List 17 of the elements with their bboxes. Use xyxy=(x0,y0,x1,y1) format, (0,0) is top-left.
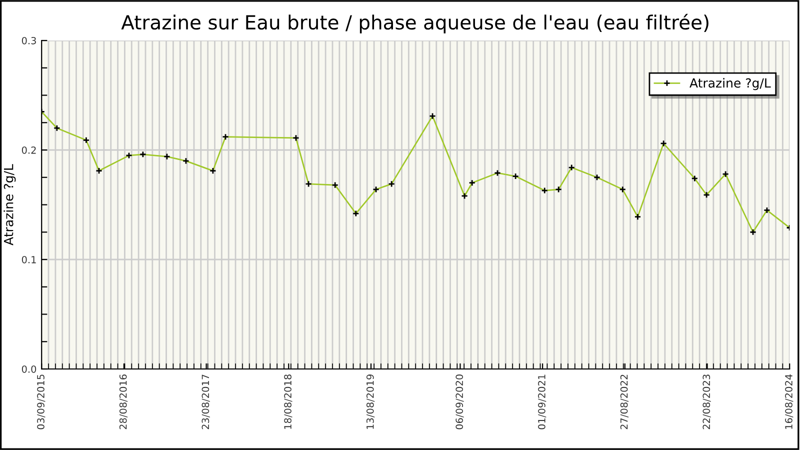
legend-label: Atrazine ?g/L xyxy=(690,78,771,90)
x-tick-label: 01/09/2021 xyxy=(538,374,546,430)
x-tick-label: 22/08/2023 xyxy=(702,374,711,430)
x-tick-label: 18/08/2018 xyxy=(284,374,292,429)
x-tick-label: 03/09/2015 xyxy=(37,374,46,430)
y-axis-title: Atrazine ?g/L xyxy=(4,164,16,246)
x-tick-label: 13/08/2019 xyxy=(366,374,375,429)
x-tick-label: 27/08/2022 xyxy=(620,374,628,430)
y-tick-label: 0.1 xyxy=(22,256,36,264)
chart-title: Atrazine sur Eau brute / phase aqueuse de l'eau (eau filtrée) xyxy=(121,14,708,34)
x-tick-label: 16/08/2024 xyxy=(785,374,794,429)
y-tick-label: 0.3 xyxy=(22,36,36,44)
x-tick-label: 23/08/2017 xyxy=(202,374,210,430)
x-tick-label: 28/08/2016 xyxy=(119,374,128,430)
y-tick-label: 0.0 xyxy=(22,365,36,373)
x-tick-label: 06/09/2020 xyxy=(456,374,464,430)
y-tick-label: 0.2 xyxy=(22,146,36,154)
